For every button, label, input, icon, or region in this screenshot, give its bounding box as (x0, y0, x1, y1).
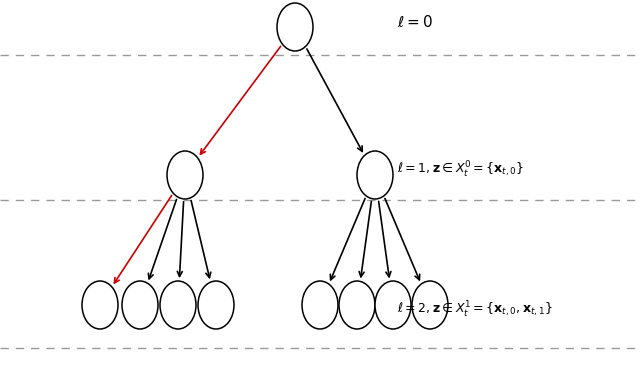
Ellipse shape (122, 281, 158, 329)
Text: $\ell = 1, \mathbf{z} \in X_t^0 = \{\mathbf{x}_{t,0}\}$: $\ell = 1, \mathbf{z} \in X_t^0 = \{\mat… (397, 160, 524, 180)
Ellipse shape (198, 281, 234, 329)
Ellipse shape (412, 281, 448, 329)
Ellipse shape (160, 281, 196, 329)
Text: $\ell = 0$: $\ell = 0$ (397, 14, 433, 30)
Text: $\ell = 2, \mathbf{z} \in X_t^1 = \{\mathbf{x}_{t,0}, \mathbf{x}_{t,1}\}$: $\ell = 2, \mathbf{z} \in X_t^1 = \{\mat… (397, 300, 552, 320)
Ellipse shape (339, 281, 375, 329)
Ellipse shape (82, 281, 118, 329)
Ellipse shape (302, 281, 338, 329)
Ellipse shape (277, 3, 313, 51)
Ellipse shape (375, 281, 411, 329)
Ellipse shape (357, 151, 393, 199)
Ellipse shape (167, 151, 203, 199)
